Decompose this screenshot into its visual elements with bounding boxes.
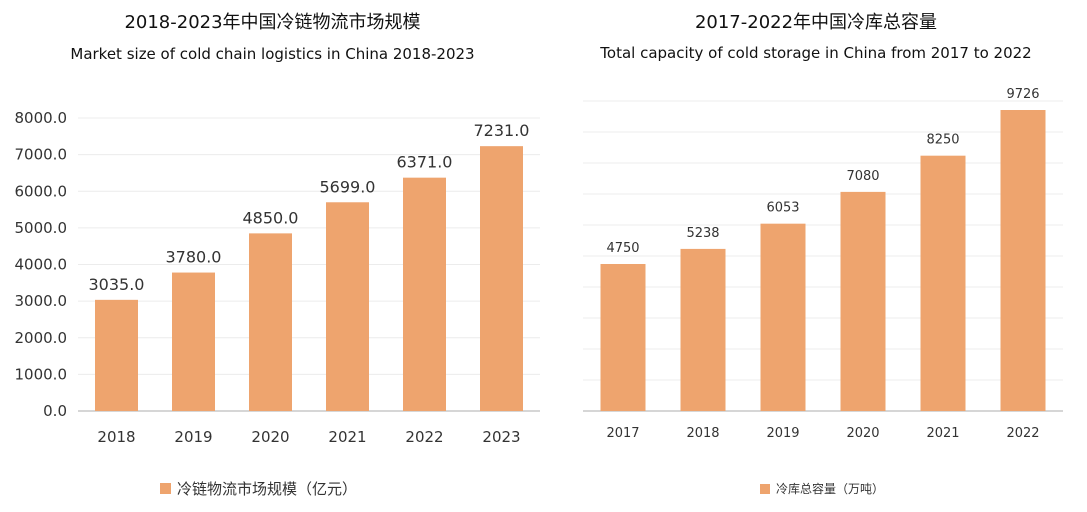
y-tick-label: 8000.0	[15, 109, 68, 127]
bar	[326, 202, 369, 411]
bar	[172, 272, 215, 411]
x-tick-label: 2017	[606, 426, 639, 441]
left-chart-panel: 2018-2023年中国冷链物流市场规模 Market size of cold…	[15, 12, 540, 499]
x-tick-label: 2023	[482, 428, 520, 446]
x-tick-label: 2018	[686, 426, 719, 441]
data-label: 8250	[926, 133, 959, 148]
bar	[840, 191, 886, 411]
data-label: 4750	[606, 241, 639, 256]
x-tick-label: 2019	[174, 428, 212, 446]
data-label: 7080	[846, 169, 879, 184]
x-tick-label: 2021	[926, 426, 959, 441]
x-tick-label: 2022	[1006, 426, 1039, 441]
bar	[95, 299, 138, 411]
y-tick-label: 3000.0	[15, 292, 68, 310]
legend-swatch	[160, 483, 171, 494]
bar	[1000, 110, 1046, 411]
chart-legend: 冷库总容量（万吨）	[760, 480, 884, 497]
bar	[403, 177, 446, 411]
bar-chart-market-size: 0.0 1000.0 2000.0 3000.0 4000.0 5000.0 6000.0 7…	[15, 109, 540, 446]
data-label: 7231.0	[474, 121, 530, 140]
x-tick-label: 2019	[766, 426, 799, 441]
y-tick-label: 0.0	[43, 402, 67, 420]
chart-legend: 冷链物流市场规模（亿元）	[160, 478, 357, 499]
bar	[600, 263, 646, 411]
y-tick-label: 7000.0	[15, 146, 68, 164]
data-label: 3780.0	[166, 248, 222, 267]
data-label: 5238	[686, 226, 719, 241]
x-tick-label: 2020	[846, 426, 879, 441]
y-tick-label: 6000.0	[15, 182, 68, 200]
chart-title: 2018-2023年中国冷链物流市场规模	[124, 12, 421, 33]
chart-subtitle: Total capacity of cold storage in China …	[600, 44, 1032, 62]
legend-label: 冷链物流市场规模（亿元）	[177, 480, 358, 498]
bar-chart-cold-storage: 4750 2017 5238 2018 6053 2019 7080 2020 8250 2021…	[583, 87, 1063, 441]
data-label: 6053	[766, 201, 799, 216]
data-label: 9726	[1006, 87, 1039, 102]
bar	[480, 146, 523, 412]
data-label: 6371.0	[397, 153, 453, 172]
data-label: 4850.0	[243, 208, 299, 227]
chart-title: 2017-2022年中国冷库总容量	[694, 12, 938, 33]
x-tick-label: 2020	[251, 428, 289, 446]
bar	[760, 223, 806, 411]
x-tick-label: 2018	[97, 428, 135, 446]
y-tick-label: 2000.0	[15, 329, 68, 347]
bar	[680, 248, 726, 411]
bar	[249, 233, 292, 411]
chart-subtitle: Market size of cold chain logistics in C…	[70, 45, 475, 63]
right-chart-panel: 2017-2022年中国冷库总容量 Total capacity of cold…	[545, 0, 1087, 512]
x-tick-label: 2022	[405, 428, 443, 446]
legend-label: 冷库总容量（万吨）	[776, 482, 885, 496]
y-tick-label: 1000.0	[15, 365, 68, 383]
data-label: 3035.0	[89, 275, 145, 294]
y-tick-label: 5000.0	[15, 219, 68, 237]
data-label: 5699.0	[320, 177, 376, 196]
legend-swatch	[760, 483, 770, 494]
x-tick-label: 2021	[328, 428, 366, 446]
bar	[920, 155, 966, 411]
y-tick-label: 4000.0	[15, 256, 68, 274]
